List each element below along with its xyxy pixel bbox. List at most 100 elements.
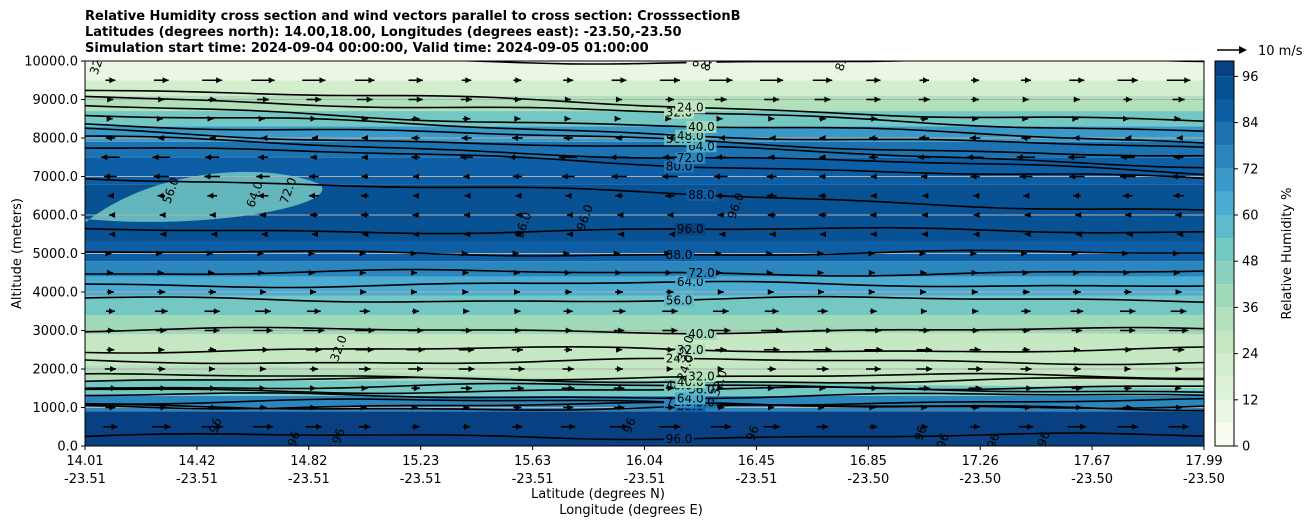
contour-line-4: [85, 392, 1204, 400]
wind-vector-head: [1184, 77, 1191, 84]
wind-vector-head: [416, 96, 423, 103]
wind-vector-head: [818, 192, 825, 199]
wind-vector-head: [412, 231, 419, 238]
wind-vector-head: [316, 423, 323, 430]
wind-vector-10-9: [566, 231, 573, 238]
wind-vector-13-21: [1171, 173, 1186, 180]
wind-vector-18-18: [1020, 77, 1032, 84]
wind-vector-12-2: [207, 192, 217, 199]
wind-vector-12-20: [1122, 192, 1133, 199]
wind-vector-11-13: [767, 212, 776, 218]
wind-vector-18-11: [659, 77, 680, 84]
contour-label-bg-11: [686, 327, 717, 340]
rh-band-17: [85, 61, 1204, 81]
wind-vector-head: [826, 327, 833, 334]
wind-vector-0-21: [1168, 423, 1189, 430]
wind-vector-18-0: [105, 77, 116, 84]
contour-line-7: [85, 376, 1204, 384]
x-tick-lon-8: -23.50: [959, 472, 1001, 487]
wind-vector-10-13: [769, 231, 776, 238]
quiver-key-label: 10 m/s: [1258, 44, 1303, 59]
wind-vector-head: [620, 77, 627, 84]
wind-vector-8-7: [462, 269, 469, 276]
wind-vector-head: [1125, 385, 1132, 392]
wind-vector-5-13: [761, 327, 783, 334]
wind-vector-head: [871, 385, 878, 392]
wind-vector-head: [1071, 250, 1078, 257]
wind-vector-head: [818, 404, 825, 411]
wind-vector-6-20: [1120, 308, 1136, 315]
wind-vector-13-16: [921, 173, 928, 180]
wind-vector-head: [464, 115, 471, 122]
wind-vector-4-10: [615, 346, 623, 353]
wind-vector-head: [310, 212, 317, 218]
wind-vector-head: [311, 135, 318, 141]
wind-vector-8-0: [107, 269, 114, 276]
y-tick-label-9: 9000.0: [33, 93, 79, 108]
contour-label-bg-17: [686, 189, 717, 202]
wind-vector-head: [1021, 135, 1028, 141]
wind-vector-head: [259, 212, 266, 218]
wind-vector-head: [262, 346, 269, 353]
extra-contour-label-12: 96: [329, 427, 347, 446]
wind-vector-9-4: [308, 250, 315, 257]
wind-vector-head: [720, 96, 727, 103]
wind-vector-head: [971, 289, 978, 295]
wind-vector-head: [715, 154, 722, 161]
wind-vector-head: [667, 212, 674, 218]
wind-vector-16-1: [156, 115, 163, 122]
wind-vector-head: [364, 423, 371, 430]
wind-vector-4-16: [916, 346, 932, 353]
wind-vector-head: [972, 308, 979, 315]
wind-vector-head: [208, 366, 215, 372]
wind-vector-head: [153, 173, 160, 180]
wind-vector-9-13: [766, 250, 773, 257]
wind-vector-15-8: [512, 135, 523, 141]
wind-vector-3-20: [1124, 366, 1131, 372]
wind-vector-head: [617, 289, 624, 295]
wind-vector-head: [109, 77, 116, 84]
wind-vector-17-11: [665, 96, 675, 103]
wind-vector-head: [1176, 404, 1183, 411]
wind-vector-9-1: [156, 250, 163, 257]
wind-vector-6-19: [1070, 308, 1084, 315]
wind-vector-head: [970, 250, 977, 257]
wind-vector-14-15: [869, 154, 878, 161]
wind-vector-head: [267, 423, 274, 430]
wind-vector-head: [515, 327, 522, 334]
wind-vector-5-7: [461, 327, 472, 334]
contour-label-bg-10: [675, 343, 706, 356]
wind-vector-4-6: [406, 346, 425, 353]
wind-vector-head: [613, 250, 620, 257]
wind-vector-head: [310, 289, 317, 295]
wind-vector-13-17: [970, 173, 980, 180]
wind-vector-5-4: [303, 327, 325, 334]
wind-vector-head: [826, 77, 833, 84]
wind-vector-head: [1125, 289, 1132, 295]
wind-vector-head: [565, 289, 572, 295]
wind-vector-head: [462, 289, 469, 295]
wind-vector-17-3: [257, 96, 269, 103]
wind-vector-5-14: [812, 327, 833, 334]
wind-vector-head: [920, 308, 927, 315]
wind-vector-head: [1129, 327, 1136, 334]
wind-vector-head: [974, 346, 981, 353]
wind-vector-7-14: [817, 289, 824, 295]
wind-vector-1-2: [207, 404, 217, 411]
wind-vector-7-9: [564, 289, 572, 295]
wind-vector-head: [1027, 423, 1034, 430]
wind-vector-head: [308, 269, 315, 276]
wind-vector-12-8: [515, 192, 522, 199]
wind-vector-9-14: [817, 250, 824, 257]
wind-vector-head: [868, 269, 875, 276]
wind-vector-head: [1077, 308, 1084, 315]
wind-vector-head: [922, 192, 929, 199]
wind-vector-16-16: [920, 115, 929, 122]
x-axis-label: Latitude (degrees N): [531, 487, 665, 502]
wind-vector-2-11: [666, 385, 674, 392]
wind-vector-head: [1022, 96, 1029, 103]
wind-vector-head: [110, 366, 117, 372]
wind-vector-head: [920, 289, 927, 295]
wind-vector-head: [558, 154, 565, 161]
wind-vector-head: [666, 366, 673, 372]
